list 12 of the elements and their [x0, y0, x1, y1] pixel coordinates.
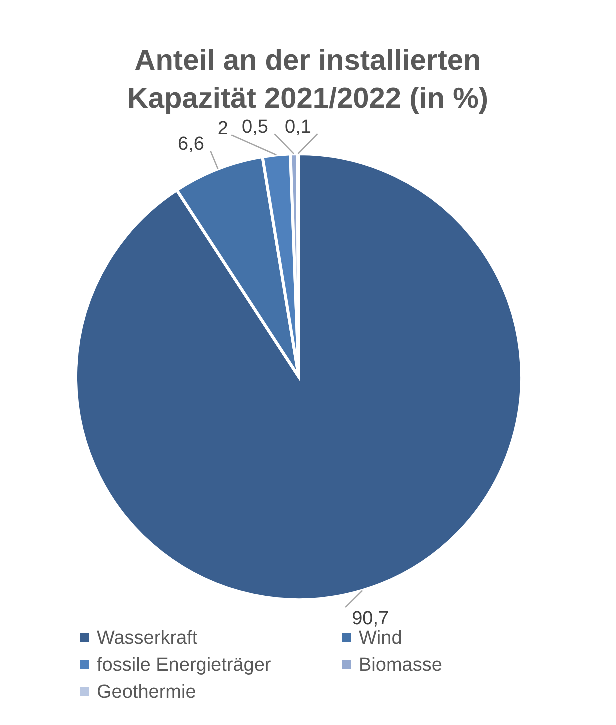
data-label: 90,7	[352, 608, 390, 630]
chart-title: Anteil an der installierten Kapazität 2021/2022 (in %)	[127, 45, 489, 115]
legend-label: Geothermie	[97, 682, 196, 703]
data-label: 2	[218, 118, 228, 140]
data-label: 0,5	[242, 117, 268, 138]
data-label: 6,6	[178, 134, 204, 156]
legend-label: fossile Energieträger	[97, 655, 272, 676]
legend-label: Wind	[359, 628, 402, 649]
pie-slice	[74, 152, 524, 602]
data-label: 0,1	[285, 117, 312, 138]
legend-label: Wasserkraft	[97, 628, 198, 649]
legend-label: Biomasse	[359, 655, 442, 676]
